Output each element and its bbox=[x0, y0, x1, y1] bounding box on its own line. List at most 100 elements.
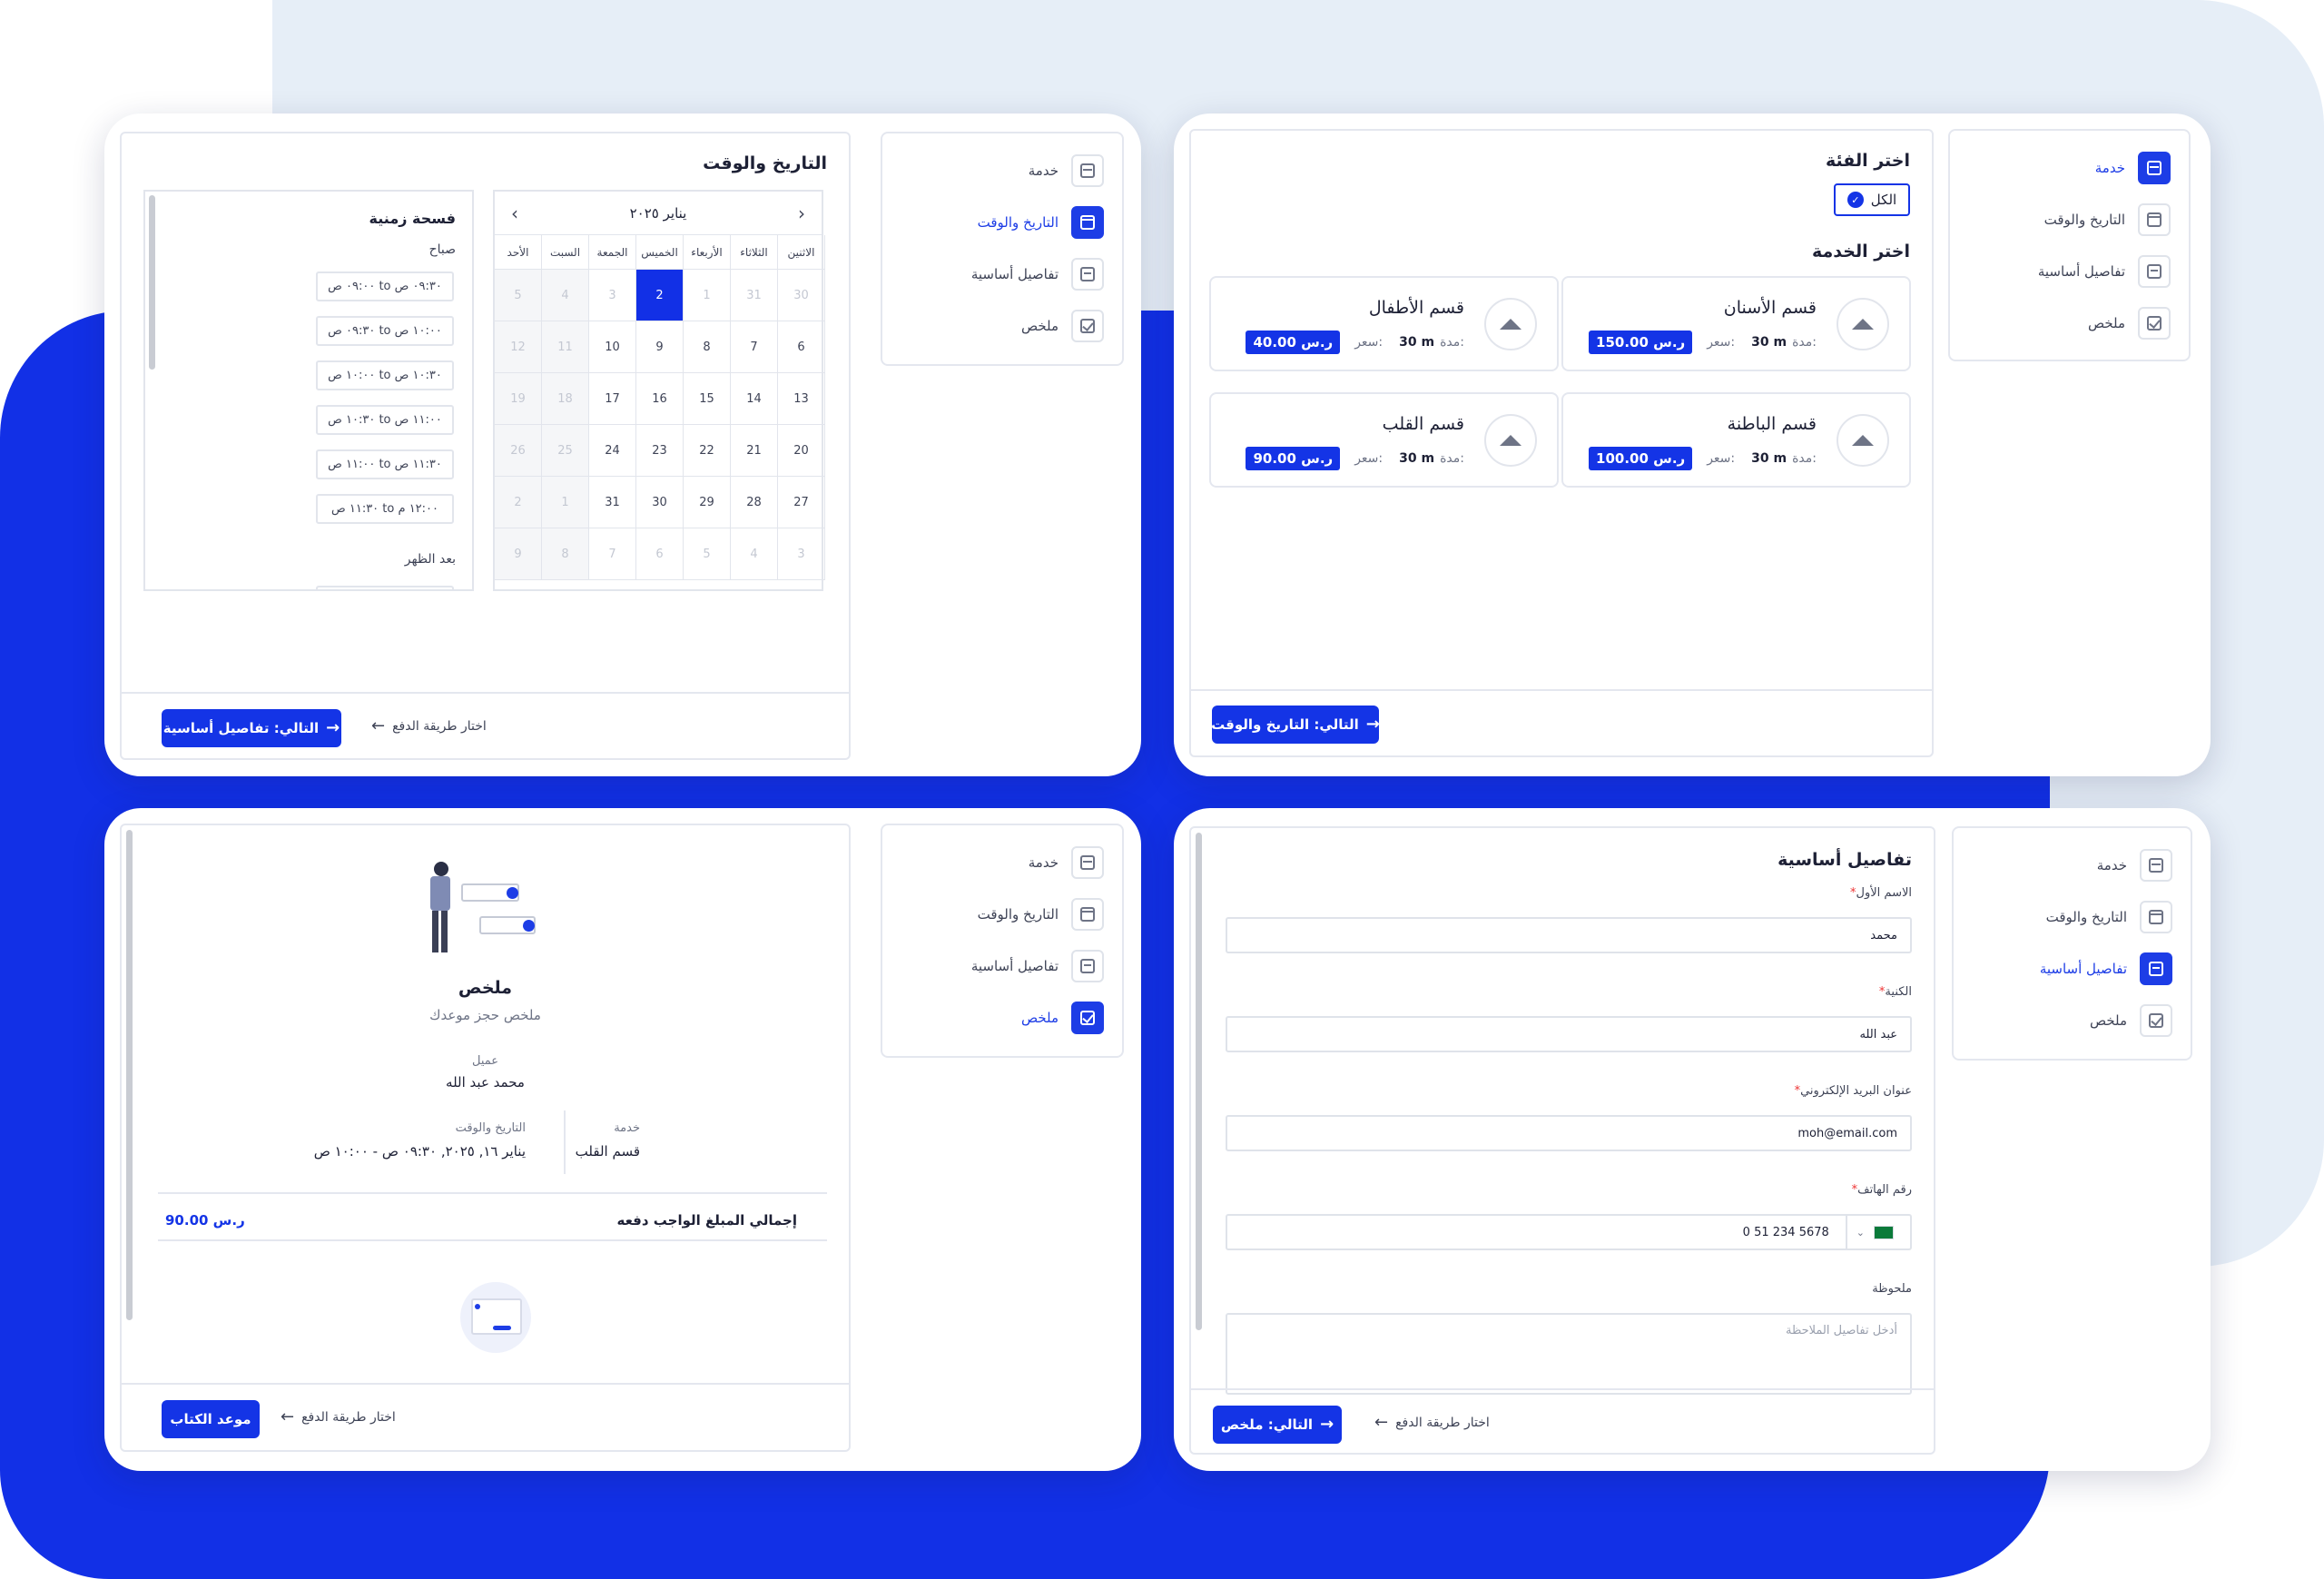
document-icon bbox=[1071, 950, 1104, 982]
calendar-day[interactable]: 31 bbox=[589, 477, 636, 528]
calendar-day[interactable]: 2 bbox=[495, 477, 542, 528]
chevron-right-icon[interactable]: › bbox=[797, 202, 805, 224]
calendar-day[interactable]: 22 bbox=[684, 425, 731, 477]
weekday-header: السبت bbox=[542, 235, 589, 270]
calendar-day[interactable]: 21 bbox=[731, 425, 778, 477]
calendar-day[interactable]: 25 bbox=[542, 425, 589, 477]
step-datetime[interactable]: التاريخ والوقت bbox=[978, 205, 1104, 240]
time-slot[interactable]: ١١:٠٠ ص to ١١:٣٠ ص bbox=[316, 449, 454, 479]
calendar-day[interactable]: 6 bbox=[636, 528, 684, 580]
step-datetime[interactable]: التاريخ والوقت bbox=[2046, 900, 2172, 934]
datetime-value: يناير ١٦, ٢٠٢٥, ٠٩:٣٠ ص - ١٠:٠٠ ص bbox=[313, 1143, 526, 1160]
calendar-day[interactable]: 9 bbox=[636, 321, 684, 373]
next-summary-button[interactable]: التالي: ملخص → bbox=[1213, 1406, 1342, 1444]
calendar-day[interactable]: 3 bbox=[778, 528, 825, 580]
calendar-day[interactable]: 30 bbox=[636, 477, 684, 528]
calendar-day[interactable]: 29 bbox=[684, 477, 731, 528]
category-chip-all[interactable]: الكل ✓ bbox=[1834, 183, 1910, 216]
step-datetime[interactable]: التاريخ والوقت bbox=[2044, 202, 2171, 237]
calendar-day[interactable]: 1 bbox=[684, 270, 731, 321]
back-payment-button[interactable]: ← اختار طريقة الدفع bbox=[1374, 1413, 1490, 1432]
chevron-left-icon[interactable]: ‹ bbox=[511, 202, 518, 224]
back-payment-button[interactable]: ← اختار طريقة الدفع bbox=[371, 716, 487, 735]
weekday-header: الثلاثاء bbox=[731, 235, 778, 270]
calendar-day[interactable]: 31 bbox=[731, 270, 778, 321]
step-details[interactable]: تفاصيل أساسية bbox=[2040, 952, 2172, 986]
next-details-button[interactable]: التالي: تفاصيل أساسية → bbox=[162, 709, 341, 747]
calendar-day[interactable]: 3 bbox=[589, 270, 636, 321]
step-service[interactable]: خدمة bbox=[2097, 848, 2172, 883]
step-summary[interactable]: ملخص bbox=[1021, 1001, 1104, 1035]
details-step-card: تفاصيل أساسية *الاسم الأول محمد *الكنية … bbox=[1174, 808, 2211, 1471]
calendar-day[interactable]: 5 bbox=[684, 528, 731, 580]
chevron-down-icon[interactable]: ⌄ bbox=[1856, 1226, 1865, 1239]
service-card-dental[interactable]: قسم الأسنان مدة: 30 m سعر: 150.00 ر.س bbox=[1561, 276, 1911, 371]
next-datetime-button[interactable]: التالي: التاريخ والوقت → bbox=[1211, 706, 1380, 744]
back-payment-button[interactable]: ← اختار طريقة الدفع bbox=[281, 1407, 396, 1426]
step-details[interactable]: تفاصيل أساسية bbox=[2038, 254, 2171, 289]
service-step-card: اختر الفئة الكل ✓ اختر الخدمة قسم الأسنا… bbox=[1174, 113, 2211, 776]
calendar-day[interactable]: 17 bbox=[589, 373, 636, 425]
step-details[interactable]: تفاصيل أساسية bbox=[971, 257, 1104, 291]
step-service[interactable]: خدمة bbox=[2095, 151, 2171, 185]
calendar-day[interactable]: 12 bbox=[495, 321, 542, 373]
time-slot[interactable]: ٠٩:٣٠ ص to ١٠:٠٠ ص bbox=[316, 316, 454, 346]
calendar-day[interactable]: 16 bbox=[636, 373, 684, 425]
calendar-day[interactable]: 14 bbox=[731, 373, 778, 425]
first-name-field[interactable]: محمد bbox=[1226, 917, 1912, 953]
calendar-day[interactable]: 2 bbox=[636, 270, 684, 321]
calendar-day[interactable]: 9 bbox=[495, 528, 542, 580]
book-appointment-button[interactable]: موعد الكتاب bbox=[162, 1400, 260, 1438]
email-field[interactable]: moh@email.com bbox=[1226, 1115, 1912, 1151]
price-badge: 150.00 ر.س bbox=[1589, 331, 1693, 354]
calendar-day[interactable]: 5 bbox=[495, 270, 542, 321]
calendar-day[interactable]: 18 bbox=[542, 373, 589, 425]
service-card-pediatrics[interactable]: قسم الأطفال مدة: 30 m سعر: 40.00 ر.س bbox=[1209, 276, 1559, 371]
step-service[interactable]: خدمة bbox=[1029, 153, 1104, 188]
step-service[interactable]: خدمة bbox=[1029, 845, 1104, 880]
calendar-day[interactable]: 15 bbox=[684, 373, 731, 425]
calendar-day[interactable]: 19 bbox=[495, 373, 542, 425]
time-slot-partial[interactable] bbox=[316, 586, 454, 589]
footer-divider bbox=[122, 1383, 849, 1385]
time-slot[interactable]: ١٠:٠٠ ص to ١٠:٣٠ ص bbox=[316, 360, 454, 390]
details-scrollbar[interactable] bbox=[1196, 833, 1202, 1330]
calendar-day[interactable]: 8 bbox=[542, 528, 589, 580]
calendar-day[interactable]: 6 bbox=[778, 321, 825, 373]
step-details[interactable]: تفاصيل أساسية bbox=[971, 949, 1104, 983]
calendar-day[interactable]: 10 bbox=[589, 321, 636, 373]
calendar-day[interactable]: 1 bbox=[542, 477, 589, 528]
calendar-day[interactable]: 28 bbox=[731, 477, 778, 528]
service-card-internal[interactable]: قسم الباطنة مدة: 30 m سعر: 100.00 ر.س bbox=[1561, 392, 1911, 488]
slots-scrollbar[interactable] bbox=[149, 195, 155, 370]
service-card-cardiology[interactable]: قسم القلب مدة: 30 m سعر: 90.00 ر.س bbox=[1209, 392, 1559, 488]
time-slot[interactable]: ٠٩:٠٠ ص to ٠٩:٣٠ ص bbox=[316, 271, 454, 301]
step-datetime[interactable]: التاريخ والوقت bbox=[978, 897, 1104, 932]
calendar-day[interactable]: 4 bbox=[542, 270, 589, 321]
calendar-day[interactable]: 11 bbox=[542, 321, 589, 373]
phone-field[interactable]: 0 51 234 5678 ⌄ bbox=[1226, 1214, 1912, 1250]
image-placeholder-icon bbox=[1837, 298, 1889, 350]
document-icon bbox=[1071, 258, 1104, 291]
note-textarea[interactable]: أدخل تفاصيل الملاحظة bbox=[1226, 1313, 1912, 1395]
calendar-day[interactable]: 27 bbox=[778, 477, 825, 528]
calendar-day[interactable]: 7 bbox=[589, 528, 636, 580]
calendar-day[interactable]: 30 bbox=[778, 270, 825, 321]
calendar-day[interactable]: 26 bbox=[495, 425, 542, 477]
summary-step-card: ملخص ملخص حجز موعدك عميل محمد عبد الله خ… bbox=[104, 808, 1141, 1471]
calendar-day[interactable]: 4 bbox=[731, 528, 778, 580]
calendar-day[interactable]: 23 bbox=[636, 425, 684, 477]
time-slot[interactable]: ١٠:٣٠ ص to ١١:٠٠ ص bbox=[316, 405, 454, 435]
calendar-day[interactable]: 13 bbox=[778, 373, 825, 425]
step-summary[interactable]: ملخص bbox=[1021, 309, 1104, 343]
step-summary[interactable]: ملخص bbox=[2090, 1003, 2172, 1038]
datetime-step-card: التاريخ والوقت ‹ يناير ٢٠٢٥ › الاثنين الث… bbox=[104, 113, 1141, 776]
calendar-day[interactable]: 8 bbox=[684, 321, 731, 373]
step-summary[interactable]: ملخص bbox=[2088, 306, 2171, 340]
calendar-day[interactable]: 7 bbox=[731, 321, 778, 373]
time-slot[interactable]: ١١:٣٠ ص to ١٢:٠٠ م bbox=[316, 494, 454, 524]
calendar-day[interactable]: 20 bbox=[778, 425, 825, 477]
summary-scrollbar[interactable] bbox=[126, 830, 133, 1320]
last-name-field[interactable]: عبد الله bbox=[1226, 1016, 1912, 1052]
calendar-day[interactable]: 24 bbox=[589, 425, 636, 477]
